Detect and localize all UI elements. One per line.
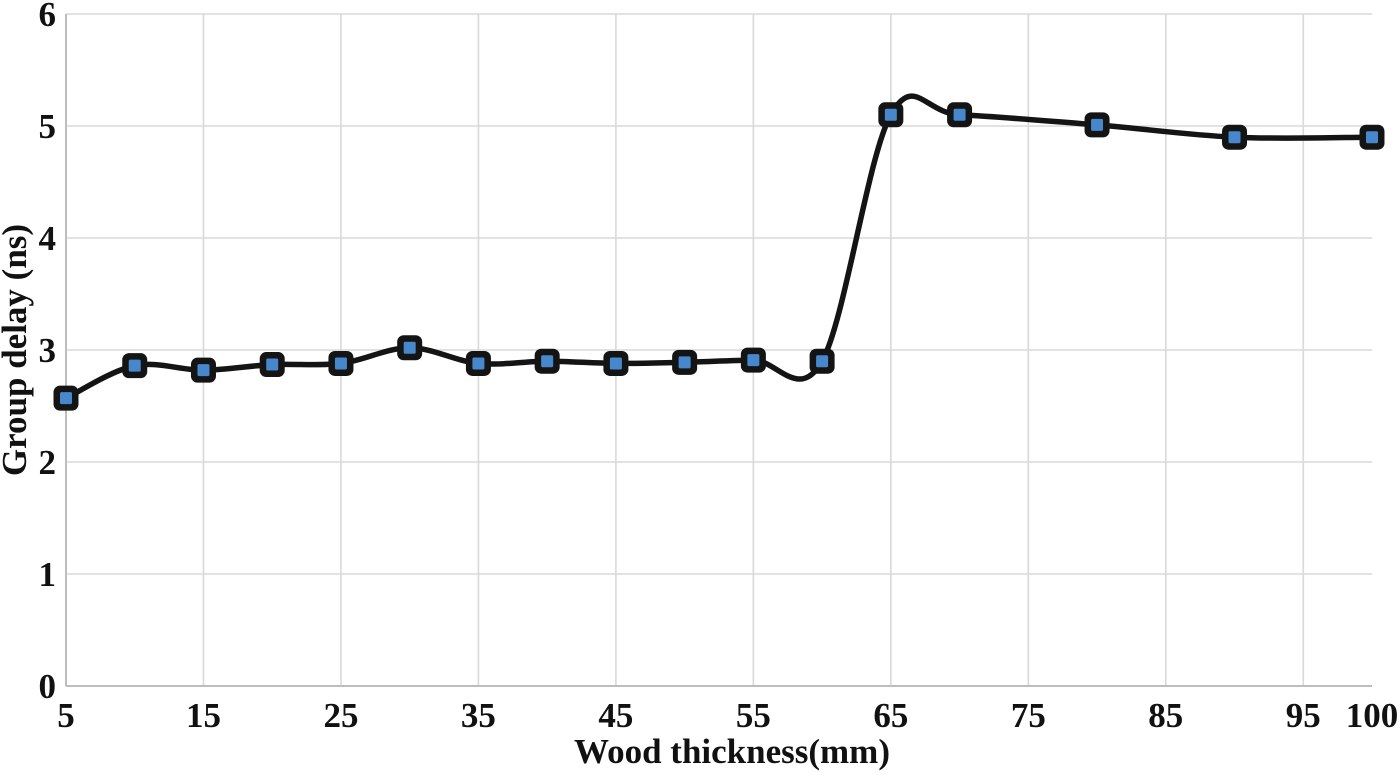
x-tick-label: 45 <box>598 696 633 735</box>
marker-fill <box>334 357 347 370</box>
marker-fill <box>403 341 416 354</box>
marker-fill <box>60 392 72 405</box>
x-tick-label: 85 <box>1148 696 1183 735</box>
x-tick-label: 95 <box>1286 696 1321 735</box>
data-point-marker <box>603 350 629 376</box>
gridlines <box>66 13 1372 686</box>
data-point-marker <box>947 102 973 128</box>
data-point-marker <box>1222 124 1248 150</box>
x-tick-label: 5 <box>57 696 75 735</box>
x-tick-label: 15 <box>186 696 221 735</box>
y-tick-label: 1 <box>39 555 57 594</box>
x-tick-label: 55 <box>736 696 771 735</box>
marker-fill <box>541 355 554 368</box>
y-tick-label: 3 <box>39 331 57 370</box>
y-tick-labels: 0 1 2 3 4 5 6 <box>39 0 57 706</box>
marker-fill <box>953 108 966 121</box>
marker-fill <box>747 354 760 367</box>
marker-fill <box>197 364 210 377</box>
data-markers <box>53 102 1385 411</box>
data-point-marker <box>397 335 423 361</box>
marker-fill <box>609 357 622 370</box>
marker-fill <box>816 355 829 368</box>
x-axis-title: Wood thickness(mm) <box>574 732 890 771</box>
data-point-marker <box>740 347 766 373</box>
data-point-marker <box>465 350 491 376</box>
y-tick-label: 5 <box>39 107 57 146</box>
marker-fill <box>1091 118 1104 131</box>
x-tick-labels: 5 15 25 35 45 55 65 75 85 95 100 <box>57 696 1398 735</box>
data-point-marker <box>878 102 904 128</box>
data-point-marker <box>1084 112 1110 138</box>
y-tick-label: 6 <box>39 0 57 34</box>
y-axis-title: Group delay (ns) <box>0 224 34 476</box>
data-point-marker <box>53 385 79 411</box>
marker-fill <box>266 358 279 371</box>
axes <box>65 14 1372 687</box>
data-point-marker <box>672 349 698 375</box>
marker-fill <box>678 356 691 369</box>
x-tick-label: 75 <box>1011 696 1046 735</box>
marker-fill <box>128 359 141 372</box>
x-tick-label: 25 <box>323 696 358 735</box>
data-point-marker <box>1359 124 1385 150</box>
marker-fill <box>472 357 485 370</box>
series-line <box>63 93 1375 401</box>
y-tick-label: 0 <box>39 667 57 706</box>
x-tick-label: 100 <box>1346 696 1399 735</box>
y-tick-label: 2 <box>39 443 57 482</box>
data-point-marker <box>122 353 148 379</box>
data-point-marker <box>328 350 354 376</box>
x-tick-label: 35 <box>461 696 496 735</box>
x-tick-label: 65 <box>873 696 908 735</box>
marker-fill <box>1228 131 1241 144</box>
marker-fill <box>1366 131 1378 144</box>
data-series <box>63 93 1375 401</box>
data-point-marker <box>809 348 835 374</box>
data-point-marker <box>534 348 560 374</box>
data-point-marker <box>259 352 285 378</box>
data-point-marker <box>190 357 216 383</box>
marker-fill <box>884 108 897 121</box>
y-tick-label: 4 <box>39 219 57 258</box>
